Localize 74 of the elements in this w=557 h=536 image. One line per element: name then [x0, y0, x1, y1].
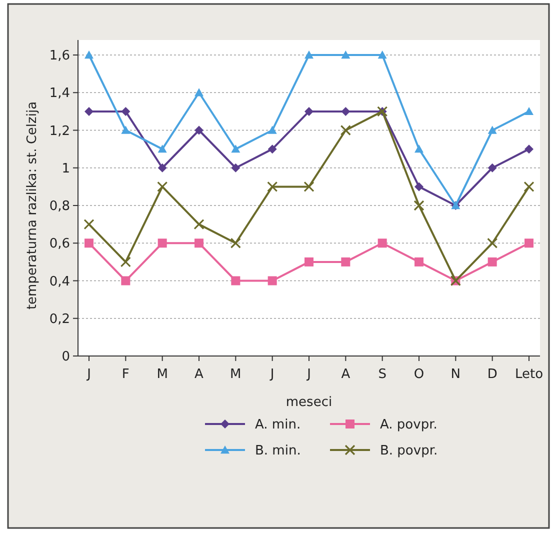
- y-tick-label: 0,2: [49, 312, 70, 327]
- x-tick-label: J: [306, 367, 311, 382]
- y-tick-label: 1,6: [49, 48, 70, 64]
- y-tick-label: 0,4: [49, 274, 70, 290]
- point: [120, 256, 131, 268]
- x-tick-label: M: [156, 367, 168, 382]
- point: [194, 126, 204, 135]
- point: [340, 124, 351, 136]
- point: [84, 238, 94, 248]
- point: [231, 163, 240, 172]
- point: [121, 276, 130, 286]
- point: [378, 50, 387, 59]
- point: [304, 257, 314, 266]
- x-tick-label: D: [487, 367, 498, 382]
- x-tick-label: O: [414, 367, 424, 382]
- point: [194, 88, 204, 96]
- point: [121, 106, 130, 116]
- y-tick-label: 1: [62, 161, 70, 176]
- point: [414, 257, 424, 266]
- point: [84, 50, 94, 59]
- legend-label: B. min.: [255, 444, 301, 459]
- point: [231, 276, 240, 286]
- y-tick-label: 1,2: [49, 124, 70, 139]
- point: [194, 238, 204, 248]
- point: [304, 106, 314, 116]
- x-tick-label: J: [86, 367, 91, 382]
- point: [524, 181, 534, 192]
- point: [158, 144, 167, 153]
- point: [84, 219, 94, 230]
- legend-label: B. povpr.: [380, 444, 438, 459]
- point: [268, 276, 277, 286]
- y-tick-label: 1,4: [49, 86, 70, 102]
- point: [304, 50, 314, 59]
- y-tick-label: 0,8: [49, 199, 70, 214]
- point: [414, 200, 424, 211]
- point: [378, 238, 387, 248]
- point: [341, 257, 350, 266]
- y-tick-label: 0,6: [49, 236, 70, 252]
- point: [487, 238, 498, 248]
- point: [341, 50, 350, 59]
- x-tick-label: Leto: [514, 367, 544, 382]
- point: [194, 219, 204, 230]
- point: [268, 144, 277, 154]
- x-tick-label: F: [122, 367, 130, 382]
- point: [121, 126, 130, 134]
- point: [157, 181, 168, 192]
- x-axis-title: meseci: [286, 395, 332, 410]
- point: [488, 163, 497, 172]
- point: [158, 163, 167, 172]
- x-tick-label: S: [378, 367, 386, 382]
- point: [341, 106, 350, 116]
- legend-label: A. min.: [255, 418, 301, 433]
- point: [524, 106, 534, 116]
- point: [158, 238, 167, 248]
- point: [488, 257, 497, 266]
- x-tick-label: J: [269, 367, 274, 382]
- legend-label: A. povpr.: [380, 418, 438, 433]
- x-tick-label: A: [341, 367, 350, 382]
- point: [524, 238, 534, 248]
- point: [304, 181, 314, 192]
- point: [230, 238, 241, 248]
- point: [524, 144, 534, 154]
- point: [267, 181, 278, 192]
- y-axis-title: temperaturna razlika: st. Celzija: [25, 101, 40, 310]
- point: [414, 182, 424, 192]
- point: [488, 126, 497, 134]
- point: [414, 144, 424, 153]
- y-tick-label: 0: [62, 350, 70, 365]
- point: [231, 144, 240, 153]
- x-tick-label: M: [230, 367, 242, 382]
- point: [84, 106, 94, 116]
- x-tick-label: N: [450, 367, 461, 382]
- x-tick-label: A: [194, 367, 204, 382]
- point: [268, 126, 277, 134]
